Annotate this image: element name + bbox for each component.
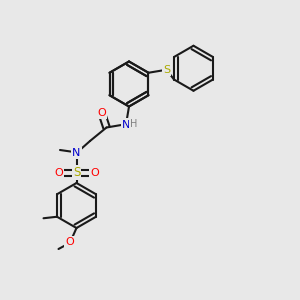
Text: N: N: [72, 148, 81, 158]
Text: H: H: [130, 118, 137, 129]
Text: O: O: [65, 237, 74, 247]
Text: O: O: [98, 107, 106, 118]
Text: S: S: [163, 65, 170, 75]
Text: N: N: [122, 119, 130, 130]
Text: O: O: [90, 167, 99, 178]
Text: S: S: [73, 166, 80, 179]
Text: O: O: [54, 167, 63, 178]
